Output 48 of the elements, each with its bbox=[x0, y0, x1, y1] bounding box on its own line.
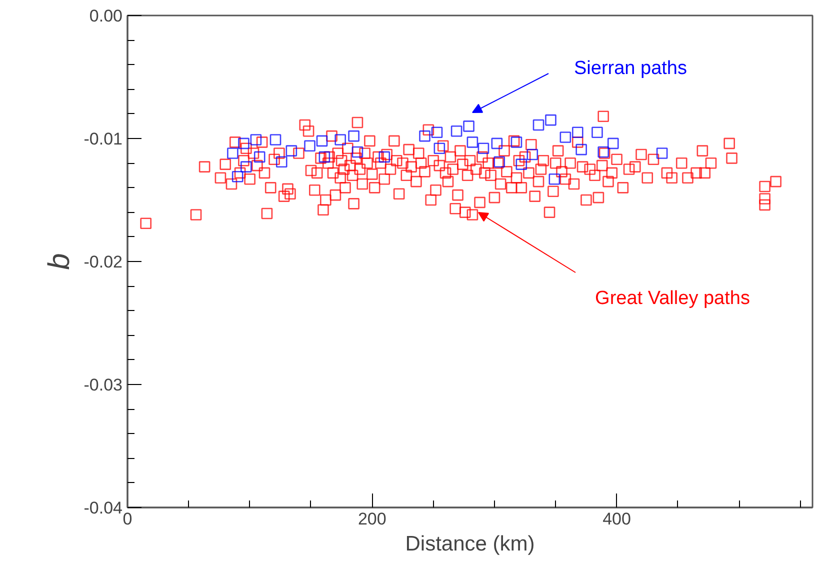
point bbox=[227, 148, 238, 159]
point bbox=[560, 132, 572, 143]
point bbox=[548, 173, 560, 185]
y-tick-label: -0.01 bbox=[84, 130, 122, 148]
point bbox=[318, 151, 330, 163]
x-tick-label: 200 bbox=[358, 510, 386, 528]
point bbox=[238, 138, 250, 150]
point bbox=[334, 134, 346, 146]
x-tick-label: 400 bbox=[602, 510, 631, 528]
point bbox=[532, 119, 544, 131]
y-tick-label: -0.03 bbox=[84, 376, 122, 394]
x-tick-label: 0 bbox=[122, 510, 132, 528]
point bbox=[526, 148, 538, 160]
y-axis-title: b bbox=[42, 253, 76, 270]
point bbox=[576, 144, 587, 156]
point bbox=[478, 142, 490, 154]
point bbox=[510, 136, 522, 148]
point bbox=[607, 138, 619, 150]
point bbox=[240, 161, 252, 172]
y-tick-label: -0.02 bbox=[84, 252, 122, 272]
point bbox=[250, 134, 262, 146]
point bbox=[463, 120, 474, 132]
point bbox=[316, 135, 328, 147]
y-tick-label: 0.00 bbox=[89, 6, 123, 26]
point bbox=[254, 151, 266, 163]
point bbox=[419, 130, 430, 142]
annotation: Sierran paths bbox=[574, 58, 688, 79]
point bbox=[434, 142, 446, 154]
point bbox=[352, 146, 364, 158]
point bbox=[348, 130, 360, 142]
point bbox=[304, 140, 316, 152]
annotation: Great Valley paths bbox=[595, 288, 750, 309]
point bbox=[491, 138, 503, 150]
point bbox=[572, 126, 584, 138]
point bbox=[232, 170, 244, 182]
point bbox=[656, 148, 668, 159]
point bbox=[286, 145, 298, 156]
point bbox=[431, 126, 443, 138]
point bbox=[378, 151, 390, 163]
point bbox=[270, 134, 282, 146]
point bbox=[516, 158, 528, 170]
point bbox=[545, 114, 556, 126]
point bbox=[466, 136, 478, 148]
y-tick-label: -0.04 bbox=[84, 498, 122, 518]
point bbox=[276, 156, 288, 168]
point bbox=[450, 125, 462, 137]
point bbox=[592, 126, 603, 138]
x-axis-title: Distance (km) bbox=[405, 532, 535, 556]
